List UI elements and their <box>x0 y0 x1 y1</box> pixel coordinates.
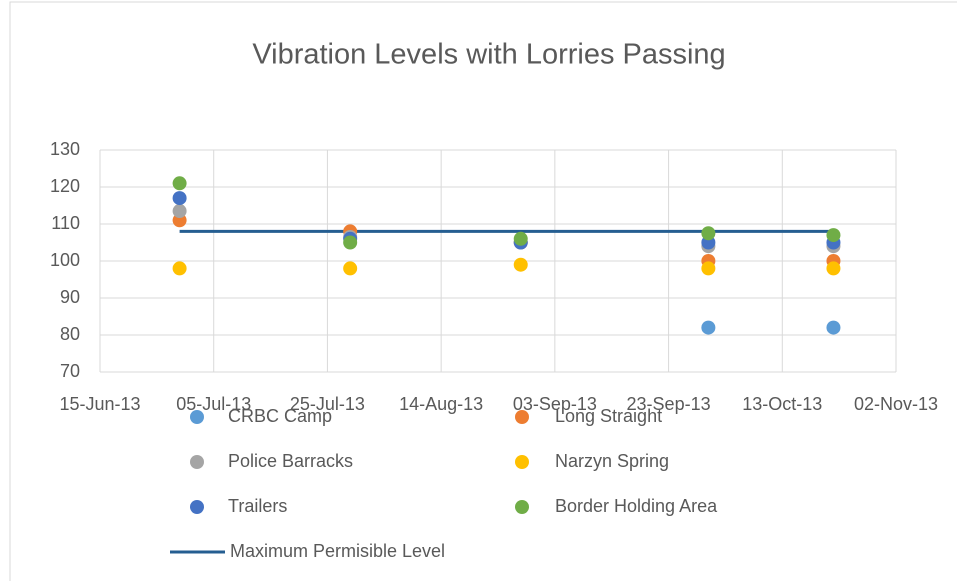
point <box>701 261 716 276</box>
point <box>172 176 187 191</box>
x-tick-label: 25-Jul-13 <box>290 394 365 414</box>
y-tick-label: 130 <box>50 139 80 159</box>
x-tick-label: 02-Nov-13 <box>854 394 938 414</box>
y-tick-label: 90 <box>60 287 80 307</box>
legend-marker <box>515 500 529 514</box>
chart-title: Vibration Levels with Lorries Passing <box>252 39 725 71</box>
point <box>826 228 841 243</box>
point <box>826 320 841 335</box>
legend-label: CRBC Camp <box>228 406 332 426</box>
point <box>172 191 187 206</box>
point <box>172 261 187 276</box>
point <box>343 235 358 250</box>
point <box>701 320 716 335</box>
legend-label: Border Holding Area <box>555 496 718 516</box>
point <box>172 204 187 219</box>
point <box>701 226 716 241</box>
x-tick-label: 03-Sep-13 <box>513 394 597 414</box>
legend-marker <box>190 455 204 469</box>
legend-label: Long Straight <box>555 406 662 426</box>
chart-frame <box>9 1 957 581</box>
y-tick-label: 110 <box>51 213 80 233</box>
x-tick-label: 05-Jul-13 <box>176 394 251 414</box>
y-tick-label: 120 <box>50 176 80 196</box>
legend-label: Narzyn Spring <box>555 451 669 471</box>
point <box>343 261 358 276</box>
x-tick-label: 15-Jun-13 <box>59 394 140 414</box>
legend-label: Trailers <box>228 496 287 516</box>
legend-label: Maximum Permisible Level <box>230 541 445 561</box>
legend-marker <box>515 410 529 424</box>
y-tick-label: 100 <box>50 250 80 270</box>
legend-marker <box>515 455 529 469</box>
x-tick-label: 23-Sep-13 <box>627 394 711 414</box>
y-tick-label: 70 <box>60 361 80 381</box>
y-tick-label: 80 <box>60 324 80 344</box>
point <box>513 257 528 272</box>
x-tick-label: 14-Aug-13 <box>399 394 483 414</box>
legend-marker <box>190 500 204 514</box>
legend-marker <box>190 410 204 424</box>
point <box>513 231 528 246</box>
x-tick-label: 13-Oct-13 <box>742 394 822 414</box>
legend-label: Police Barracks <box>228 451 353 471</box>
point <box>826 261 841 276</box>
